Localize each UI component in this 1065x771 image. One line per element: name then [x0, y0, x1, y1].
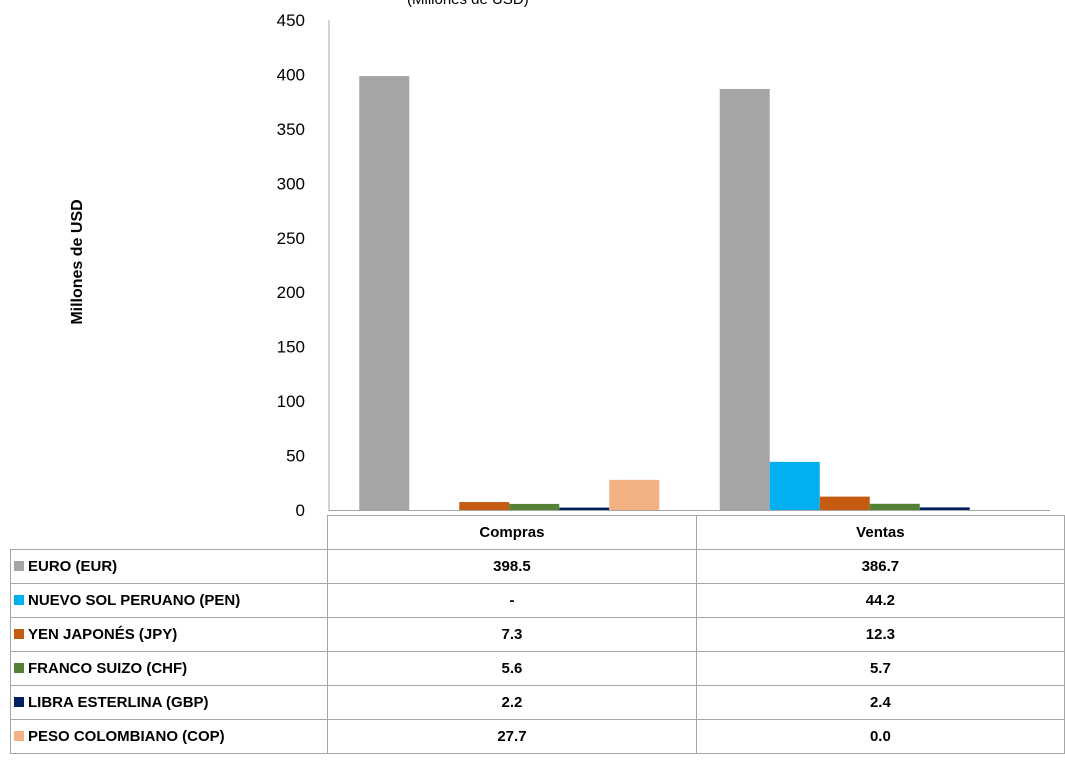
chart-plot: (Millones de USD) Millones de USD 0 50 100… — [69, 0, 1050, 520]
legend-label: FRANCO SUIZO (CHF) — [28, 660, 188, 677]
bars-group — [359, 76, 970, 511]
y-tick-label: 200 — [277, 283, 305, 302]
bar-compras-0 — [359, 76, 410, 511]
data-table-body: EURO (EUR) 398.5 386.7 NUEVO SOL PERUANO (P… — [9, 549, 1065, 754]
data-table-row: PESO COLOMBIANO (COP) 27.7 0.0 — [9, 719, 1065, 754]
legend-swatch — [14, 731, 24, 741]
chart-title-fragment: (Millones de USD) — [407, 0, 529, 8]
data-label-ventas: 12.3 — [695, 617, 1065, 652]
y-tick-label: 450 — [277, 11, 305, 30]
legend-entry: PESO COLOMBIANO (COP) — [9, 719, 329, 754]
legend-entry: YEN JAPONÉS (JPY) — [9, 617, 329, 652]
y-tick-label: 300 — [277, 174, 305, 193]
legend-swatch — [14, 629, 24, 639]
data-label-ventas: 2.4 — [695, 685, 1065, 720]
y-tick-label: 350 — [277, 120, 305, 139]
y-axis-ticks: 0 50 100 150 200 250 300 350 400 450 — [277, 11, 305, 520]
data-label-compras: 398.5 — [327, 549, 697, 584]
legend-swatch — [14, 561, 24, 571]
legend-swatch — [14, 663, 24, 673]
data-label-compras: 27.7 — [327, 719, 697, 754]
data-table-row: LIBRA ESTERLINA (GBP) 2.2 2.4 — [9, 685, 1065, 720]
legend-label: LIBRA ESTERLINA (GBP) — [28, 694, 209, 711]
category-label-compras: Compras — [327, 515, 697, 550]
legend-swatch — [14, 697, 24, 707]
y-tick-label: 50 — [286, 447, 305, 466]
bar-compras-3 — [509, 503, 560, 510]
data-table-header-row: Compras Ventas — [10, 515, 1065, 550]
bar-compras-2 — [459, 502, 510, 510]
data-label-compras: 5.6 — [327, 651, 697, 686]
data-label-ventas: 44.2 — [695, 583, 1065, 618]
legend-entry: FRANCO SUIZO (CHF) — [9, 651, 329, 686]
data-table-row: YEN JAPONÉS (JPY) 7.3 12.3 — [9, 617, 1065, 652]
legend-entry: EURO (EUR) — [9, 549, 329, 584]
legend-entry: LIBRA ESTERLINA (GBP) — [9, 685, 329, 720]
data-table-row: EURO (EUR) 398.5 386.7 — [9, 549, 1065, 584]
data-label-compras: - — [327, 583, 697, 618]
bar-ventas-1 — [769, 461, 820, 510]
category-label-ventas: Ventas — [695, 515, 1065, 550]
legend-entry: NUEVO SOL PERUANO (PEN) — [9, 583, 329, 618]
y-tick-label: 150 — [277, 338, 305, 357]
bar-ventas-2 — [819, 496, 870, 510]
data-label-ventas: 386.7 — [695, 549, 1065, 584]
data-table-row: NUEVO SOL PERUANO (PEN) -44.2 — [9, 583, 1065, 618]
data-table-row: FRANCO SUIZO (CHF) 5.6 5.7 — [9, 651, 1065, 686]
data-table: Compras Ventas EURO (EUR) 398.5 386.7 NUEVO… — [9, 515, 1065, 754]
y-tick-label: 0 — [296, 501, 305, 520]
bar-ventas-0 — [719, 88, 770, 510]
data-label-compras: 7.3 — [327, 617, 697, 652]
data-label-compras: 2.2 — [327, 685, 697, 720]
bar-ventas-4 — [919, 507, 970, 510]
bar-ventas-3 — [869, 503, 920, 510]
data-table-corner — [10, 515, 329, 550]
bar-compras-4 — [559, 507, 610, 510]
bar-compras-5 — [609, 479, 660, 510]
y-axis-label: Millones de USD — [69, 199, 86, 324]
data-label-ventas: 0.0 — [695, 719, 1065, 754]
legend-swatch — [14, 595, 24, 605]
legend-label: NUEVO SOL PERUANO (PEN) — [28, 592, 241, 609]
data-label-ventas: 5.7 — [695, 651, 1065, 686]
y-tick-label: 400 — [277, 65, 305, 84]
legend-label: PESO COLOMBIANO (COP) — [28, 728, 225, 745]
legend-label: EURO (EUR) — [28, 558, 118, 575]
y-tick-label: 100 — [277, 392, 305, 411]
y-tick-label: 250 — [277, 229, 305, 248]
legend-label: YEN JAPONÉS (JPY) — [28, 626, 178, 643]
